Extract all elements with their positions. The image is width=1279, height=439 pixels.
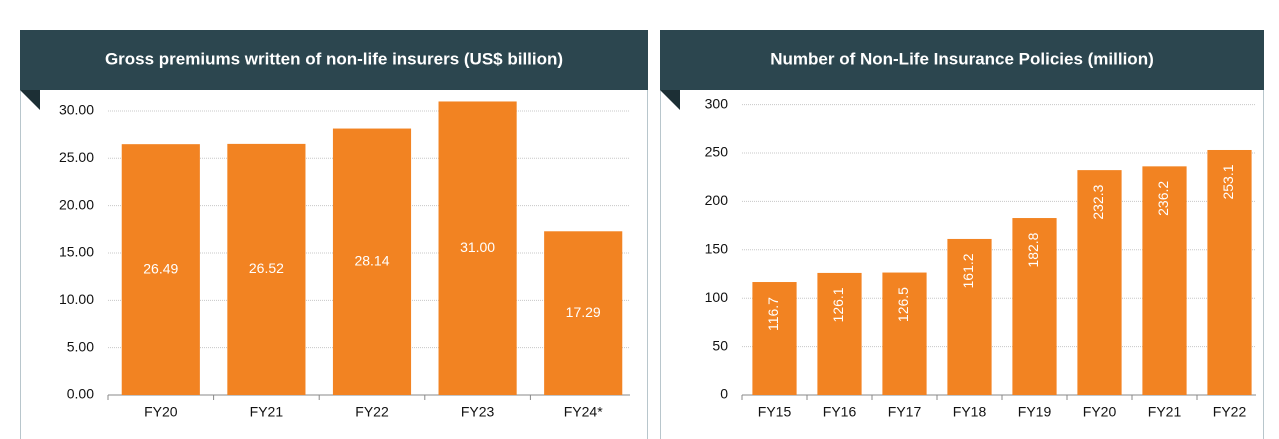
bar: [438, 101, 517, 395]
bar: [332, 128, 412, 395]
y-tick-label: 20.00: [59, 196, 94, 212]
chart-title: Gross premiums written of non-life insur…: [105, 49, 563, 68]
value-label: 126.1: [830, 287, 846, 322]
bar: [947, 238, 992, 395]
value-label: 28.14: [354, 252, 389, 268]
x-tick-label: FY20: [1083, 404, 1117, 420]
y-tick-label: 0.00: [67, 386, 94, 402]
x-tick-label: FY16: [823, 404, 857, 420]
x-tick-label: FY18: [953, 404, 987, 420]
bar: [227, 143, 306, 395]
header-fold: [660, 90, 680, 110]
value-label: 161.2: [960, 253, 976, 288]
y-tick-label: 50: [712, 337, 728, 353]
y-tick-label: 25.00: [59, 149, 94, 165]
x-tick-label: FY21: [1148, 404, 1182, 420]
panel-left: Gross premiums written of non-life insur…: [20, 30, 648, 439]
y-tick-label: 10.00: [59, 291, 94, 307]
x-tick-label: FY21: [250, 404, 284, 420]
panel-header: [20, 30, 648, 90]
y-tick-label: 250: [705, 144, 729, 160]
y-tick-label: 5.00: [67, 338, 94, 354]
x-tick-label: FY17: [888, 404, 922, 420]
value-label: 232.3: [1090, 184, 1106, 219]
panel-right: Number of Non-Life Insurance Policies (m…: [660, 30, 1264, 439]
value-label: 26.52: [249, 260, 284, 276]
value-label: 26.49: [143, 260, 178, 276]
bar: [544, 231, 623, 395]
value-label: 17.29: [566, 304, 601, 320]
y-tick-label: 0: [720, 386, 728, 402]
bar: [882, 272, 927, 395]
value-label: 31.00: [460, 239, 495, 255]
bar: [1077, 170, 1122, 395]
x-tick-label: FY22: [355, 404, 389, 420]
bar: [121, 144, 200, 395]
x-tick-label: FY15: [758, 404, 792, 420]
x-tick-label: FY20: [144, 404, 178, 420]
x-tick-label: FY19: [1018, 404, 1052, 420]
bar: [1207, 149, 1252, 395]
value-label: 253.1: [1220, 164, 1236, 199]
x-tick-label: FY24*: [564, 404, 603, 420]
x-tick-label: FY22: [1213, 404, 1247, 420]
value-label: 182.8: [1025, 232, 1041, 267]
value-label: 116.7: [765, 297, 781, 331]
y-tick-label: 15.00: [59, 244, 94, 260]
y-tick-label: 150: [705, 240, 729, 256]
bar: [1012, 218, 1057, 395]
bar: [752, 282, 797, 395]
bar: [1142, 166, 1187, 395]
value-label: 236.2: [1155, 181, 1171, 216]
header-fold: [20, 90, 40, 110]
value-label: 126.5: [895, 287, 911, 322]
chart-title: Number of Non-Life Insurance Policies (m…: [770, 49, 1154, 68]
bar: [817, 272, 862, 395]
y-tick-label: 100: [705, 289, 729, 305]
y-tick-label: 200: [705, 192, 729, 208]
y-tick-label: 30.00: [59, 102, 94, 118]
panel-header: [660, 30, 1264, 90]
y-tick-label: 300: [705, 95, 729, 111]
x-tick-label: FY23: [461, 404, 495, 420]
